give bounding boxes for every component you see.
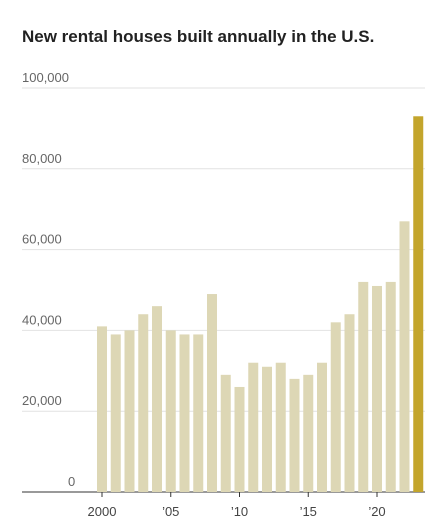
bar xyxy=(317,362,327,492)
y-tick-label: 100,000 xyxy=(22,70,69,85)
bar xyxy=(344,314,355,492)
bar xyxy=(179,334,190,492)
bar xyxy=(358,281,369,492)
y-tick-label: 20,000 xyxy=(22,393,62,408)
bar xyxy=(165,330,176,492)
x-tick-label: ’05 xyxy=(162,504,179,519)
x-tick-label: ’20 xyxy=(368,504,385,519)
bar xyxy=(138,314,149,492)
bar xyxy=(110,334,121,492)
bar xyxy=(289,378,300,492)
y-tick-label: 60,000 xyxy=(22,232,62,247)
bar xyxy=(262,366,272,492)
y-tick-label: 0 xyxy=(68,474,75,489)
bar xyxy=(303,374,314,492)
x-tick-label: 2000 xyxy=(88,504,117,519)
bar xyxy=(220,374,231,492)
x-tick-label: ’15 xyxy=(300,504,317,519)
bar xyxy=(399,221,410,492)
bar xyxy=(234,386,245,492)
bar xyxy=(152,306,162,492)
y-tick-label: 80,000 xyxy=(22,151,62,166)
bar xyxy=(207,294,217,492)
bar xyxy=(97,326,107,492)
x-tick-label: ’10 xyxy=(231,504,248,519)
bar xyxy=(248,362,259,492)
bar xyxy=(193,334,204,492)
y-tick-label: 40,000 xyxy=(22,312,62,327)
bar xyxy=(330,322,341,492)
chart-title: New rental houses built annually in the … xyxy=(22,27,374,46)
bar xyxy=(372,285,382,492)
bar xyxy=(275,362,286,492)
bar xyxy=(413,116,424,492)
bar xyxy=(385,281,396,492)
bar xyxy=(124,330,135,492)
